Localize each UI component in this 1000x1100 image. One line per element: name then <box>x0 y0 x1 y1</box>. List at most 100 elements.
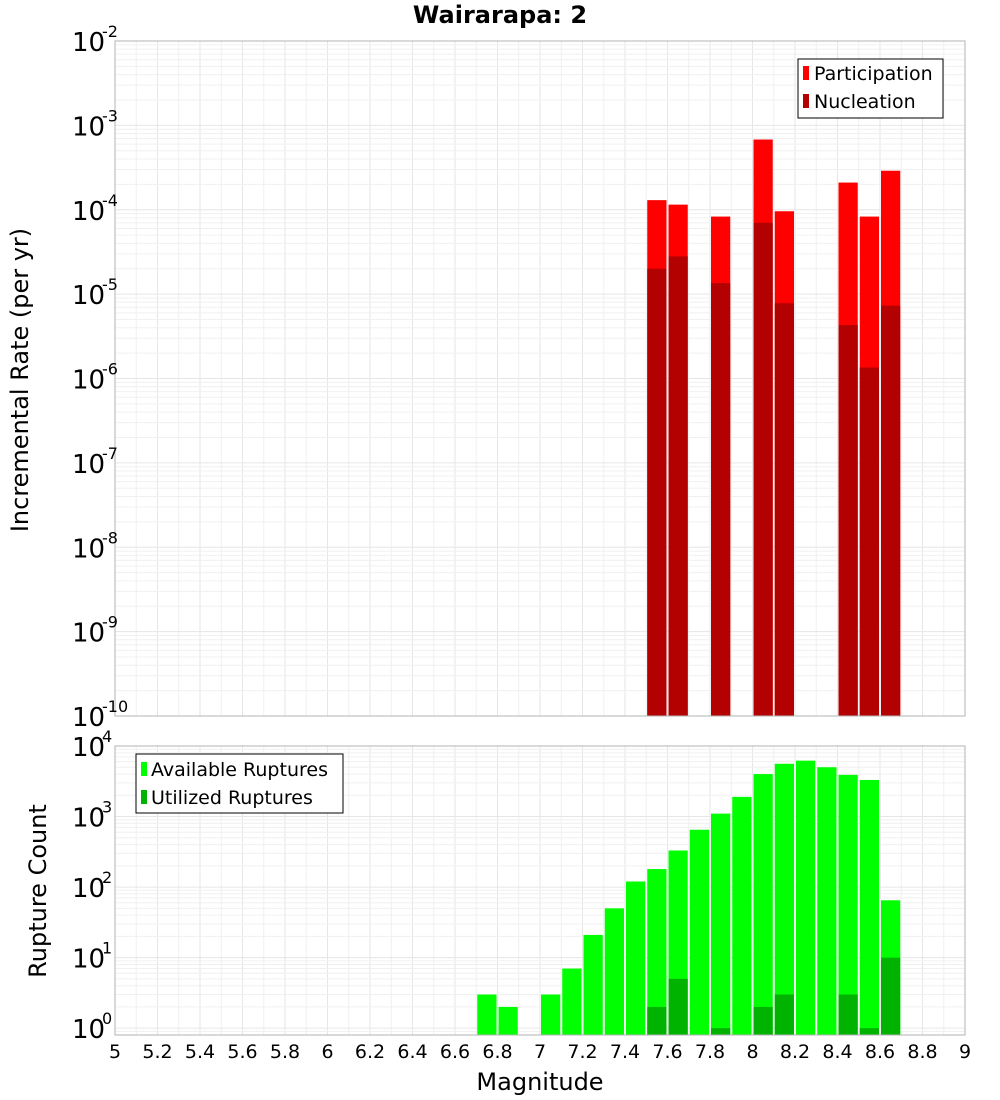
top-legend-box <box>797 58 944 119</box>
nucleation-bar <box>774 303 794 716</box>
bottom-y-tick-exponent: 3 <box>102 798 112 817</box>
available-ruptures-bar <box>838 774 858 1035</box>
x-tick-label: 6 <box>321 1041 333 1063</box>
utilized-ruptures-legend-label: Utilized Ruptures <box>151 787 313 809</box>
x-tick-label: 7.6 <box>652 1041 682 1063</box>
chart-title: Wairarapa: 2 <box>413 1 587 29</box>
top-y-tick-label: 10 <box>72 112 105 142</box>
available-ruptures-bar <box>477 994 497 1035</box>
available-ruptures-bar <box>711 813 731 1035</box>
utilized-ruptures-bar <box>838 994 858 1035</box>
x-tick-label: 6.8 <box>482 1041 512 1063</box>
bottom-y-tick-label: 10 <box>72 945 105 975</box>
available-ruptures-legend-swatch <box>141 762 147 776</box>
top-gridlines <box>114 40 966 717</box>
nucleation-bar <box>859 367 879 716</box>
bottom-y-tick-label: 10 <box>72 874 105 904</box>
top-y-tick-label: 10 <box>72 619 105 649</box>
x-tick-label: 8.8 <box>907 1041 937 1063</box>
x-tick-label: 6.2 <box>355 1041 385 1063</box>
nucleation-legend-label: Nucleation <box>814 91 916 113</box>
x-tick-label: 7.8 <box>695 1041 725 1063</box>
top-y-tick-exponent: -2 <box>102 22 118 41</box>
top-plot-frame <box>114 40 966 717</box>
top-y-tick-exponent: -4 <box>102 191 118 210</box>
x-tick-label: 9 <box>959 1041 971 1063</box>
x-tick-label: 8.6 <box>865 1041 895 1063</box>
x-axis-label: Magnitude <box>476 1068 603 1096</box>
utilized-ruptures-bar <box>647 1006 667 1035</box>
top-y-tick-exponent: -6 <box>102 360 118 379</box>
available-ruptures-bar <box>774 763 794 1035</box>
x-tick-label: 5.2 <box>142 1041 172 1063</box>
participation-legend-swatch <box>803 66 809 80</box>
top-y-tick-exponent: -8 <box>102 528 118 547</box>
top-y-tick-exponent: -3 <box>102 106 118 125</box>
x-tick-label: 6.6 <box>440 1041 470 1063</box>
top-y-tick-label: 10 <box>72 366 105 396</box>
top-y-tick-exponent: -10 <box>102 697 128 716</box>
bottom-y-tick-exponent: 1 <box>102 939 112 958</box>
nucleation-bar <box>753 222 773 716</box>
top-y-tick-label: 10 <box>72 534 105 564</box>
top-y-tick-exponent: -5 <box>102 275 118 294</box>
nucleation-legend-swatch <box>803 94 809 108</box>
bottom-legend: Available Ruptures Utilized Ruptures <box>135 753 344 814</box>
available-ruptures-bar <box>689 829 709 1035</box>
top-y-tick-exponent: -9 <box>102 613 118 632</box>
bottom-legend-box <box>135 753 344 814</box>
utilized-ruptures-bar <box>774 994 794 1035</box>
nucleation-bar <box>668 256 688 716</box>
utilized-ruptures-bar <box>668 978 688 1035</box>
x-tick-label: 8.2 <box>780 1041 810 1063</box>
bottom-bars <box>477 760 901 1035</box>
x-tick-label: 5.6 <box>227 1041 257 1063</box>
x-tick-label: 5 <box>109 1041 121 1063</box>
bottom-y-tick-exponent: 2 <box>102 868 112 887</box>
nucleation-bar <box>881 305 901 716</box>
x-tick-label: 7.2 <box>567 1041 597 1063</box>
available-ruptures-bar <box>753 774 773 1035</box>
bottom-y-tick-exponent: 4 <box>102 727 112 746</box>
top-y-tick-label: 10 <box>72 703 105 733</box>
bottom-y-tick-label: 10 <box>72 1015 105 1045</box>
x-tick-label: 8.4 <box>822 1041 852 1063</box>
available-ruptures-bar <box>817 767 837 1035</box>
bottom-plot-frame <box>114 745 966 1036</box>
available-ruptures-bar <box>604 908 624 1035</box>
bottom-y-tick-label: 10 <box>72 804 105 834</box>
top-y-tick-label: 10 <box>72 450 105 480</box>
available-ruptures-legend-label: Available Ruptures <box>151 759 328 781</box>
top-y-tick-label: 10 <box>72 281 105 311</box>
nucleation-bar <box>711 283 731 716</box>
available-ruptures-bar <box>647 869 667 1035</box>
x-tick-label: 7 <box>534 1041 546 1063</box>
available-ruptures-bar <box>498 1006 518 1035</box>
available-ruptures-bar <box>583 934 603 1035</box>
top-legend: Participation Nucleation <box>797 58 944 119</box>
top-y-axis-label: Incremental Rate (per yr) <box>6 228 34 532</box>
bottom-y-tick-label: 10 <box>72 733 105 763</box>
bottom-y-axis-label: Rupture Count <box>24 804 52 978</box>
x-tick-label: 7.4 <box>610 1041 640 1063</box>
available-ruptures-bar <box>541 994 561 1035</box>
available-ruptures-bar <box>626 881 646 1035</box>
top-y-tick-label: 10 <box>72 28 105 58</box>
available-ruptures-bar <box>859 779 879 1035</box>
nucleation-bar <box>838 325 858 716</box>
available-ruptures-bar <box>732 796 752 1035</box>
utilized-ruptures-bar <box>711 1028 731 1035</box>
utilized-ruptures-bar <box>859 1028 879 1035</box>
available-ruptures-bar <box>562 968 582 1035</box>
x-tick-label: 5.8 <box>270 1041 300 1063</box>
top-y-tick-exponent: -7 <box>102 444 118 463</box>
nucleation-bar <box>647 268 667 716</box>
utilized-ruptures-bar <box>753 1006 773 1035</box>
top-bars <box>647 139 901 717</box>
x-tick-label: 5.4 <box>185 1041 215 1063</box>
